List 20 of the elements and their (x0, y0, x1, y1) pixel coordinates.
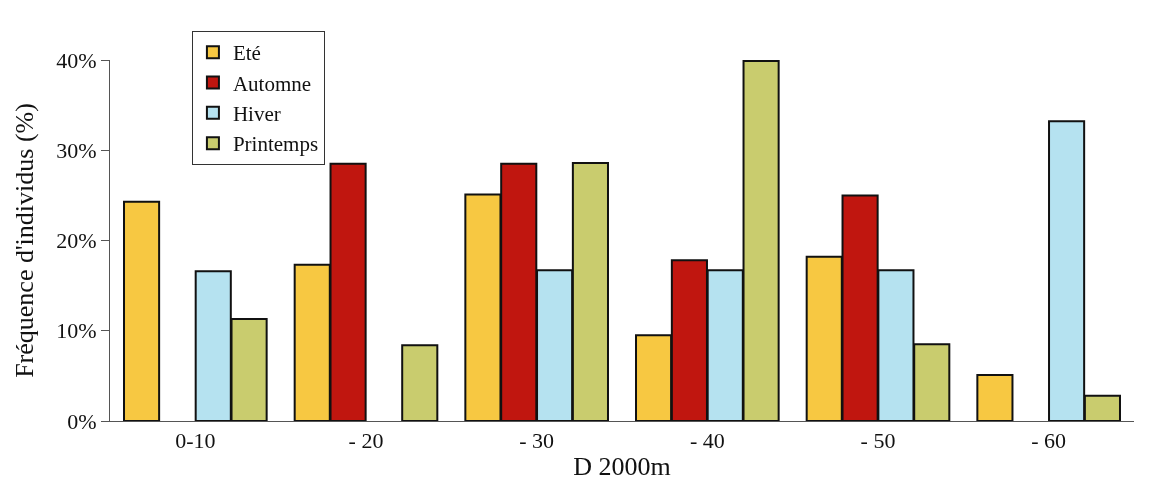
legend-label: Hiver (232, 102, 281, 127)
x-tick-label: - 20 (348, 428, 384, 454)
bar (401, 344, 439, 421)
legend-label: Automne (232, 71, 312, 96)
y-tick-label: 0% (67, 408, 97, 434)
y-tick-label: 20% (56, 228, 97, 254)
x-tick-label: - 30 (519, 428, 555, 454)
legend-label: Printemps (232, 132, 319, 157)
y-tick-label: 40% (56, 47, 97, 73)
bar (976, 373, 1014, 421)
x-tick-label: - 50 (860, 428, 896, 454)
y-tick-label: 30% (56, 137, 97, 163)
legend-label: Eté (232, 41, 261, 66)
y-tick-label: 10% (56, 318, 97, 344)
y-axis-title: Fréquence d'individus (%) (9, 103, 39, 378)
x-tick-label: - 60 (1031, 428, 1067, 454)
x-axis-title: D 2000m (573, 452, 671, 482)
x-tick-label: - 40 (689, 428, 725, 454)
bar (123, 200, 161, 421)
x-tick-label: 0-10 (175, 428, 216, 454)
